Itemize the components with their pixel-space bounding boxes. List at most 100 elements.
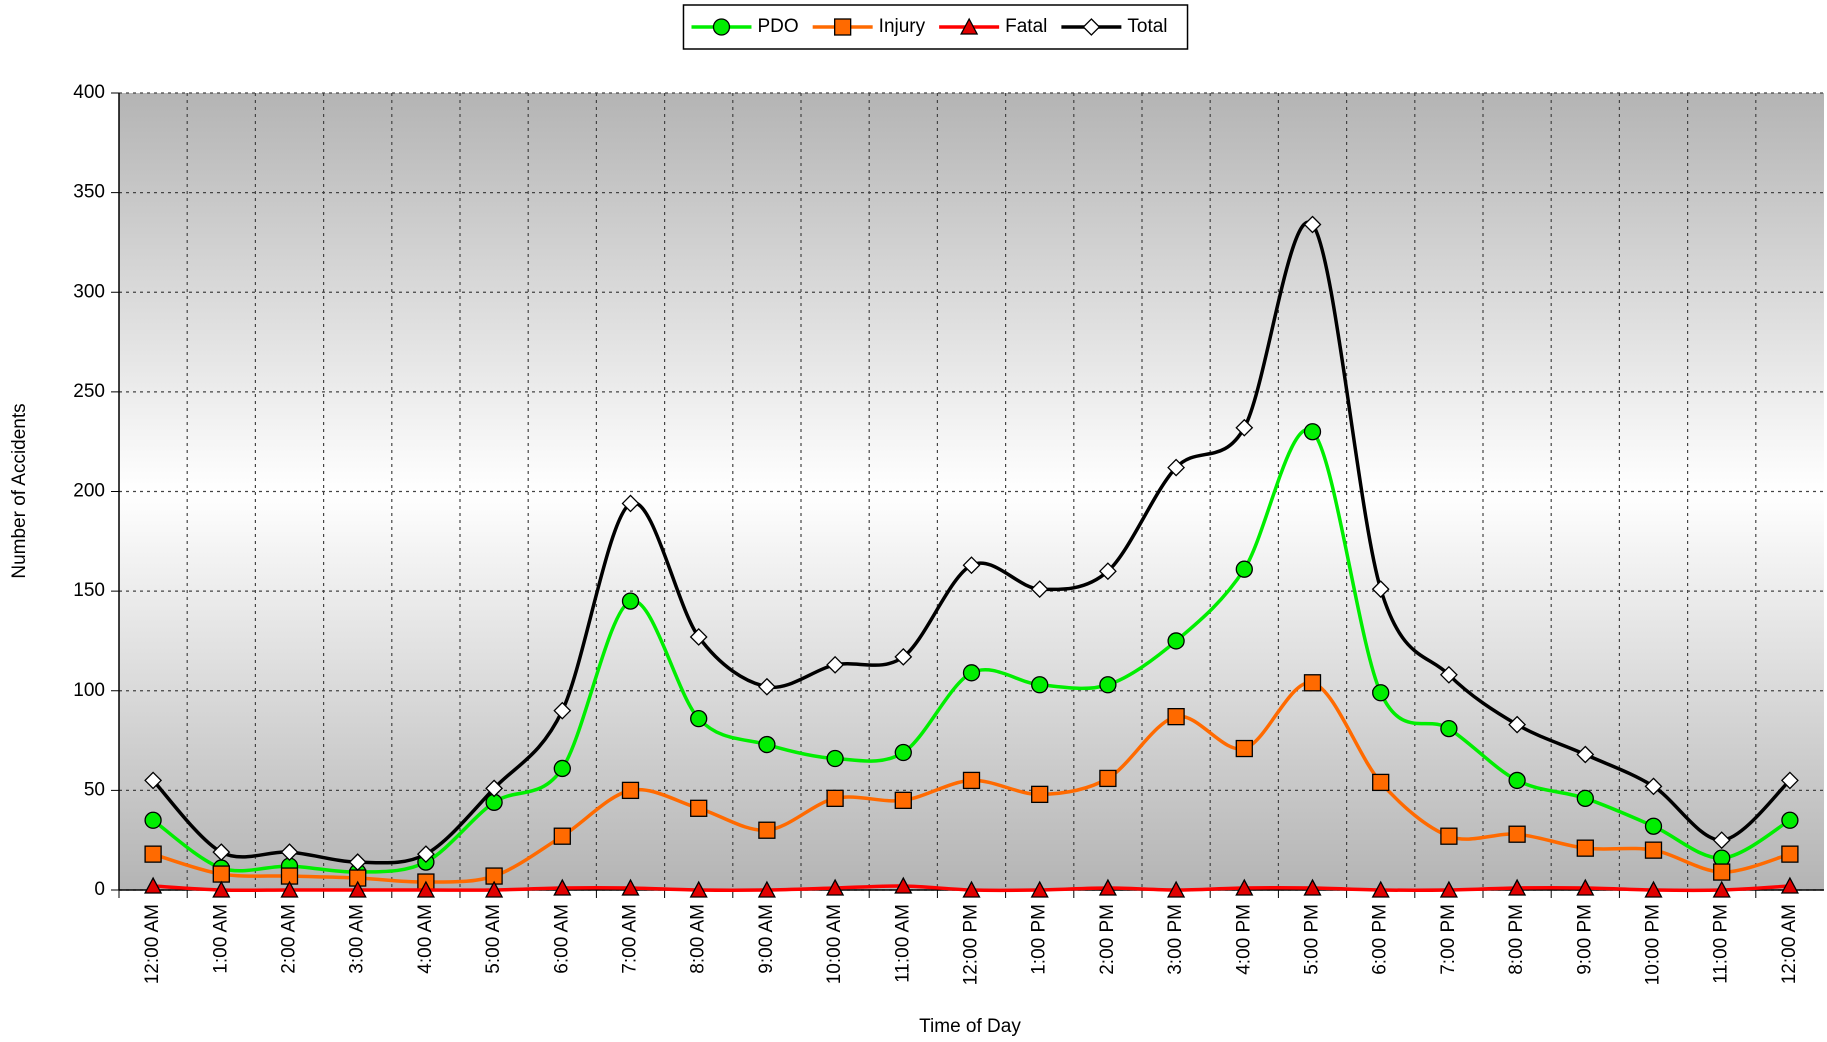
point xyxy=(1030,580,1049,599)
point xyxy=(757,677,776,696)
y-tick-label: 200 xyxy=(73,481,105,502)
legend-label: Injury xyxy=(879,16,926,37)
series xyxy=(144,876,1799,898)
point xyxy=(1712,880,1731,898)
point xyxy=(144,876,163,894)
point xyxy=(1371,580,1390,599)
x-tick-label: 6:00 PM xyxy=(1370,904,1391,975)
point xyxy=(1576,878,1595,896)
point xyxy=(144,771,163,790)
x-tick-label: 3:00 PM xyxy=(1165,904,1186,975)
point xyxy=(621,494,640,513)
x-tick-label: 9:00 AM xyxy=(756,904,777,974)
point xyxy=(280,880,299,898)
point xyxy=(1235,739,1253,758)
point xyxy=(1030,880,1049,898)
point xyxy=(1576,745,1595,764)
point xyxy=(757,880,776,898)
point xyxy=(826,878,845,896)
x-tick-label: 7:00 AM xyxy=(620,904,641,974)
y-tick-label: 250 xyxy=(73,381,105,402)
point xyxy=(1644,817,1663,835)
y-tick-label: 300 xyxy=(73,281,105,302)
point xyxy=(1780,771,1799,790)
x-axis-title: Time of Day xyxy=(919,1016,1021,1037)
x-tick-label: 6:00 AM xyxy=(551,904,572,974)
y-tick-label: 400 xyxy=(73,82,105,103)
series xyxy=(144,674,1799,891)
series xyxy=(144,215,1799,872)
point xyxy=(962,880,981,898)
point xyxy=(894,743,912,762)
y-tick-label: 100 xyxy=(73,680,105,701)
x-tick-label: 5:00 PM xyxy=(1302,904,1323,975)
point xyxy=(1644,777,1663,796)
x-tick-label: 10:00 PM xyxy=(1643,904,1664,985)
x-tick-label: 12:00 AM xyxy=(1779,904,1800,984)
point xyxy=(1372,773,1390,792)
point xyxy=(621,878,640,896)
point xyxy=(212,880,231,898)
point xyxy=(1372,684,1390,702)
point xyxy=(212,865,230,883)
y-tick-label: 50 xyxy=(84,779,105,800)
point xyxy=(1167,632,1185,650)
point xyxy=(826,655,845,674)
x-tick-label: 4:00 AM xyxy=(415,904,436,974)
legend: PDO Injury Fatal Total xyxy=(682,4,1189,50)
point xyxy=(1235,418,1254,437)
x-tick-label: 8:00 PM xyxy=(1506,904,1527,975)
point xyxy=(553,701,572,720)
point xyxy=(1508,715,1527,734)
point xyxy=(1713,863,1731,881)
legend-label: Fatal xyxy=(1005,16,1047,37)
point xyxy=(1371,880,1390,898)
x-tick-label: 4:00 PM xyxy=(1233,904,1254,975)
series-line xyxy=(152,427,1791,874)
point xyxy=(553,759,571,778)
point xyxy=(690,799,708,817)
point xyxy=(690,709,708,728)
point xyxy=(1781,845,1799,863)
point xyxy=(1303,423,1322,441)
point xyxy=(144,811,162,829)
point xyxy=(485,779,504,798)
point xyxy=(1167,708,1185,726)
point xyxy=(1712,831,1731,850)
point xyxy=(1440,827,1458,845)
y-axis-title: Number of Accidents xyxy=(9,403,30,578)
point xyxy=(962,664,981,682)
y-tick-label: 150 xyxy=(73,580,105,601)
point xyxy=(553,827,571,845)
point xyxy=(962,556,981,575)
point xyxy=(894,647,913,666)
point xyxy=(758,821,776,839)
point xyxy=(1167,458,1186,477)
point xyxy=(826,749,844,768)
legend-label: PDO xyxy=(757,16,798,37)
point xyxy=(1098,562,1117,581)
y-tick-label: 350 xyxy=(73,182,105,203)
point xyxy=(1440,719,1458,738)
point xyxy=(894,791,912,809)
point xyxy=(1099,769,1117,788)
point xyxy=(1303,674,1322,692)
x-tick-label: 12:00 PM xyxy=(961,904,982,985)
point xyxy=(1576,789,1594,807)
point xyxy=(1576,839,1594,857)
x-tick-label: 7:00 PM xyxy=(1438,904,1459,975)
point xyxy=(1167,880,1186,898)
point xyxy=(894,876,913,894)
point xyxy=(1235,560,1253,578)
series-line xyxy=(151,220,1792,865)
point xyxy=(485,880,504,898)
x-tick-label: 1:00 AM xyxy=(210,904,231,974)
point xyxy=(1303,878,1322,896)
point xyxy=(621,592,640,610)
point xyxy=(1439,665,1458,684)
point xyxy=(826,789,844,807)
point xyxy=(416,880,435,898)
point xyxy=(962,771,981,790)
point xyxy=(348,880,367,898)
